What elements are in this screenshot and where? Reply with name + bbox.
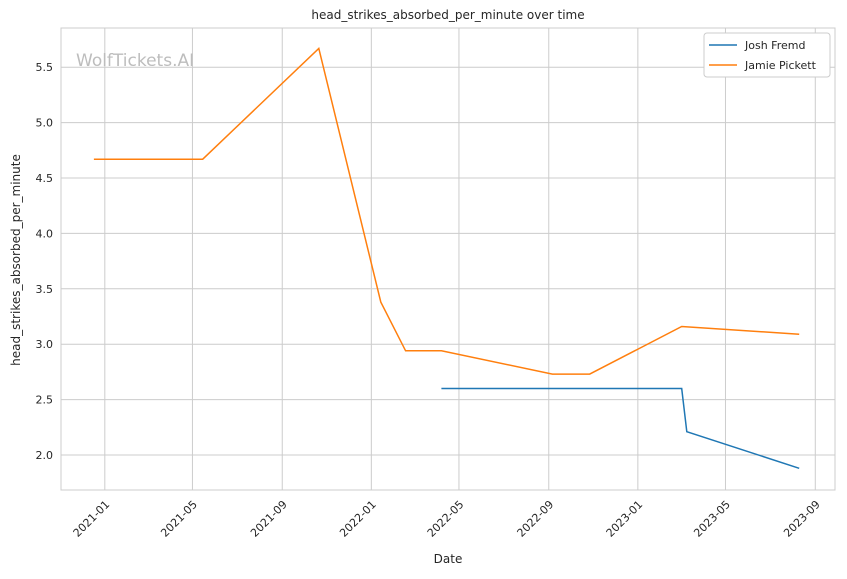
x-tick-label: 2023-01 xyxy=(604,498,646,540)
y-axis-label: head_strikes_absorbed_per_minute xyxy=(9,154,23,366)
legend-label-jamie-pickett: Jamie Pickett xyxy=(744,59,817,72)
y-tick-label: 5.0 xyxy=(36,117,54,130)
legend-box xyxy=(703,32,831,78)
watermark: WolfTickets.AI xyxy=(76,51,194,71)
series-lines xyxy=(93,46,800,470)
x-tick-label: 2022-05 xyxy=(425,498,467,540)
y-tick-label: 5.5 xyxy=(36,61,54,74)
chart-title: head_strikes_absorbed_per_minute over ti… xyxy=(311,8,584,22)
series-line-josh-fremd xyxy=(441,387,800,470)
y-tick-label: 3.0 xyxy=(36,338,54,351)
x-tick-label: 2023-09 xyxy=(781,498,823,540)
y-tick-label: 4.5 xyxy=(36,172,54,185)
x-tick-label: 2023-05 xyxy=(691,498,733,540)
legend-label-josh-fremd: Josh Fremd xyxy=(744,39,805,52)
series-line-jamie-pickett xyxy=(93,46,800,375)
x-tick-label: 2022-09 xyxy=(515,498,557,540)
x-axis-label: Date xyxy=(434,552,463,566)
x-tick-labels: 2021-01 2021-05 2021-09 2022-01 2022-05 2022-… xyxy=(71,498,823,540)
x-tick-label: 2021-05 xyxy=(158,498,200,540)
x-tick-label: 2021-09 xyxy=(248,498,290,540)
legend: Josh Fremd Jamie Pickett xyxy=(703,32,831,78)
grid xyxy=(61,28,835,490)
x-tick-label: 2021-01 xyxy=(71,498,113,540)
plot-frame xyxy=(60,27,836,491)
y-tick-label: 2.5 xyxy=(36,394,54,407)
y-tick-label: 2.0 xyxy=(36,449,54,462)
y-tick-label: 3.5 xyxy=(36,283,54,296)
x-tick-label: 2022-01 xyxy=(337,498,379,540)
y-tick-label: 4.0 xyxy=(36,227,54,240)
y-tick-labels: 2.0 2.5 3.0 3.5 4.0 4.5 5.0 5.5 xyxy=(36,61,54,462)
